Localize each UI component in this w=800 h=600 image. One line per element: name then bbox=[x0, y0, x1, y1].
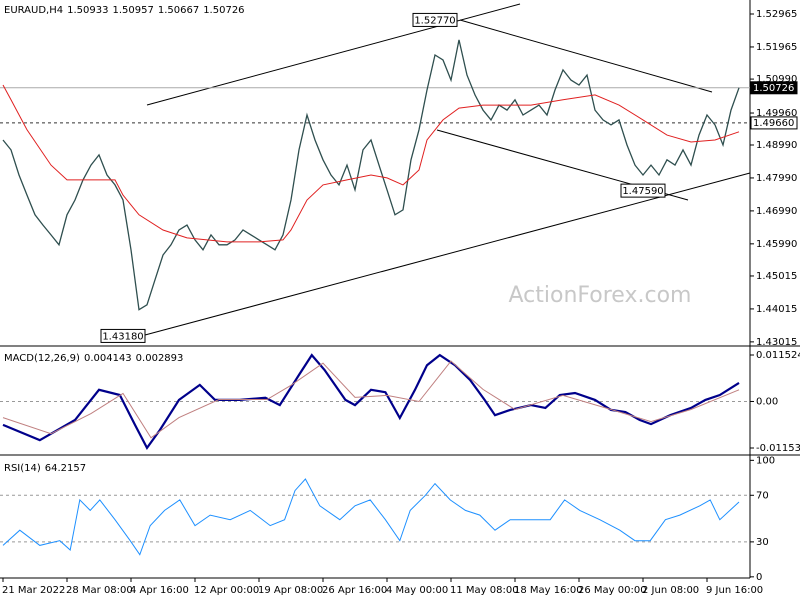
y-tick-label: 70 bbox=[756, 490, 769, 501]
header-value: 1.50933 bbox=[67, 5, 108, 16]
y-tick-label: 0.00 bbox=[756, 396, 778, 407]
x-tick-label: 11 May 08:00 bbox=[450, 585, 519, 596]
y-tick-label: 0 bbox=[756, 572, 762, 583]
price-level-label: 1.50726 bbox=[753, 83, 794, 94]
price-level-box bbox=[750, 81, 798, 95]
header-value: 1.50726 bbox=[203, 5, 244, 16]
x-tick-label: 9 Jun 16:00 bbox=[706, 585, 763, 596]
header-title: EURAUD,H4 bbox=[4, 5, 63, 16]
y-tick-label: 30 bbox=[756, 537, 769, 548]
indicator-header: EURAUD,H4 1.50933 1.50957 1.50667 1.50726 bbox=[4, 5, 245, 16]
x-tick-label: 12 Apr 00:00 bbox=[194, 585, 259, 596]
header-value: 1.50667 bbox=[158, 5, 199, 16]
series-line bbox=[2, 353, 740, 450]
x-tick-label: 4 May 00:00 bbox=[386, 585, 448, 596]
price-level-box bbox=[750, 116, 798, 130]
y-tick-label: 1.45990 bbox=[756, 239, 797, 250]
y-tick-label: 1.45015 bbox=[756, 271, 797, 282]
y-tick-label: 1.44015 bbox=[756, 304, 797, 315]
y-tick-label: 1.50990 bbox=[756, 74, 797, 85]
annotation-box bbox=[100, 328, 146, 343]
y-tick-label: 1.51965 bbox=[756, 42, 797, 53]
header-title: RSI(14) bbox=[4, 463, 41, 474]
price-level-label: 1.49660 bbox=[753, 118, 794, 129]
annotation-box bbox=[620, 183, 666, 198]
x-tick-label: 2 Jun 08:00 bbox=[642, 585, 699, 596]
annotation-label: 1.47590 bbox=[622, 186, 663, 197]
y-tick-label: 1.47990 bbox=[756, 173, 797, 184]
indicator-header: RSI(14) 64.2157 bbox=[4, 463, 86, 474]
y-tick-label: 1.52965 bbox=[756, 9, 797, 20]
series-line bbox=[2, 478, 740, 556]
y-tick-label: -0.011537 bbox=[756, 443, 800, 454]
header-value: 1.50957 bbox=[112, 5, 153, 16]
annotation-label: 1.43180 bbox=[102, 331, 143, 342]
y-tick-label: 1.46990 bbox=[756, 206, 797, 217]
x-tick-label: 28 Mar 08:00 bbox=[66, 585, 133, 596]
y-tick-label: 100 bbox=[756, 455, 775, 466]
annotation-box bbox=[412, 12, 458, 27]
x-tick-label: 19 Apr 08:00 bbox=[258, 585, 323, 596]
x-tick-label: 26 Apr 16:00 bbox=[322, 585, 387, 596]
x-tick-label: 26 May 00:00 bbox=[578, 585, 647, 596]
price-line bbox=[2, 39, 740, 311]
series-line bbox=[2, 84, 740, 243]
y-tick-label: 1.48990 bbox=[756, 140, 797, 151]
watermark: ActionForex.com bbox=[509, 283, 692, 308]
y-tick-label: 1.43015 bbox=[756, 337, 797, 348]
y-tick-label: 1.49960 bbox=[756, 108, 797, 119]
x-tick-label: 18 May 16:00 bbox=[514, 585, 583, 596]
header-value: 0.004143 bbox=[84, 353, 132, 364]
trendline bbox=[459, 19, 713, 93]
y-tick-label: 0.011524 bbox=[756, 350, 800, 361]
header-value: 64.2157 bbox=[45, 463, 86, 474]
indicator-header: MACD(12,26,9) 0.004143 0.002893 bbox=[4, 353, 183, 364]
x-tick-label: 4 Apr 16:00 bbox=[130, 585, 189, 596]
header-title: MACD(12,26,9) bbox=[4, 353, 80, 364]
series-line bbox=[2, 360, 740, 439]
trendline bbox=[144, 172, 751, 336]
header-value: 0.002893 bbox=[136, 353, 184, 364]
x-tick-label: 21 Mar 2022 bbox=[2, 585, 65, 596]
annotation-label: 1.52770 bbox=[414, 15, 455, 26]
